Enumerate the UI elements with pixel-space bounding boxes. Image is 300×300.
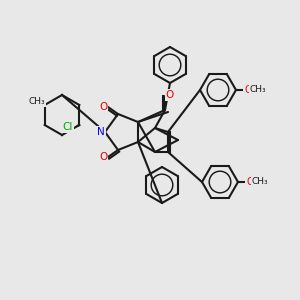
Text: O: O bbox=[166, 90, 174, 100]
Text: Cl: Cl bbox=[62, 122, 73, 132]
Text: N: N bbox=[97, 127, 105, 137]
Text: CH₃: CH₃ bbox=[252, 178, 268, 187]
Text: CH₃: CH₃ bbox=[250, 85, 266, 94]
Text: CH₃: CH₃ bbox=[28, 98, 45, 106]
Text: O: O bbox=[246, 177, 254, 187]
Text: O: O bbox=[244, 85, 252, 95]
Text: O: O bbox=[99, 102, 107, 112]
Text: O: O bbox=[99, 152, 107, 162]
